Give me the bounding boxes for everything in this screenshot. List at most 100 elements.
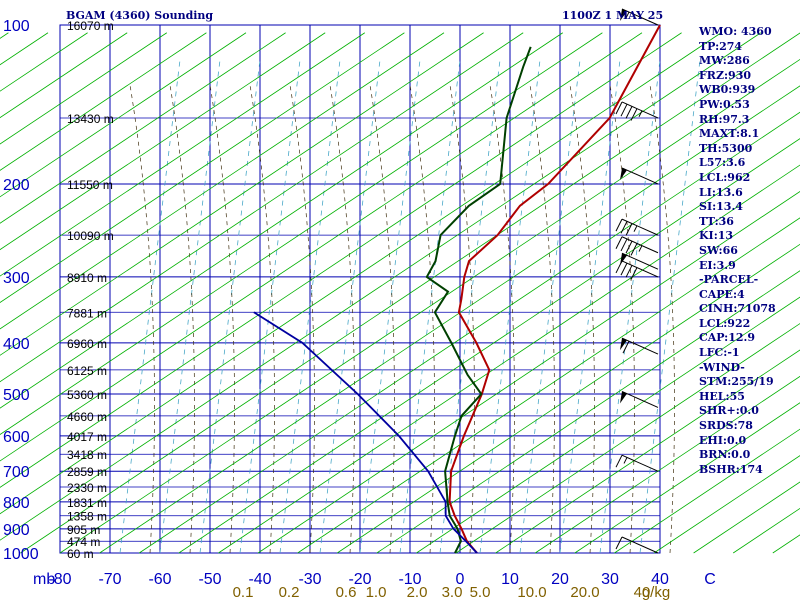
index-item: FRZ:930 bbox=[699, 68, 752, 82]
mixing-ratio-line bbox=[279, 59, 341, 554]
dry-adiabat-line bbox=[0, 32, 722, 515]
dry-adiabat-line bbox=[257, 191, 800, 554]
moist-adiabat-layer bbox=[129, 84, 675, 554]
mixing-ratio-label: 20.0 bbox=[570, 584, 599, 600]
dry-adiabat-line bbox=[0, 32, 603, 436]
temperature-tick-label: 0 bbox=[456, 571, 465, 588]
wind-barb bbox=[620, 390, 659, 408]
mixing-ratio-label: 5.0 bbox=[470, 584, 491, 600]
height-label: 1358 m bbox=[67, 510, 107, 524]
moist-adiabat-line bbox=[489, 84, 515, 554]
dry-adiabat-line bbox=[574, 402, 800, 554]
moist-adiabat-line bbox=[209, 84, 235, 554]
mixing-ratio-label: 40 bbox=[634, 584, 651, 600]
index-item: LFC:-1 bbox=[699, 346, 740, 360]
wind-barb-pennant bbox=[620, 9, 627, 21]
index-item: BRN:0.0 bbox=[699, 448, 751, 462]
height-label: 474 m bbox=[67, 535, 100, 549]
wind-barb-staff bbox=[621, 337, 659, 355]
wind-barb-full-flag bbox=[620, 221, 628, 234]
pressure-tick-label: 600 bbox=[3, 429, 30, 446]
dry-adiabat-line bbox=[178, 138, 800, 554]
dry-adiabat-layer bbox=[0, 32, 800, 554]
dry-adiabat-line bbox=[614, 428, 800, 554]
index-item: -WIND- bbox=[699, 360, 745, 374]
temperature-tick-label: 30 bbox=[601, 571, 619, 588]
wind-barb bbox=[615, 236, 659, 256]
dry-adiabat-line bbox=[218, 164, 800, 554]
height-label: 905 m bbox=[67, 523, 100, 537]
index-item: KI:13 bbox=[699, 229, 734, 243]
mixing-ratio-line bbox=[239, 59, 301, 554]
wind-barb-full-flag bbox=[615, 454, 623, 468]
wind-barb-full-flag bbox=[620, 238, 628, 252]
height-label: 6125 m bbox=[67, 364, 107, 378]
wind-barb bbox=[620, 167, 659, 185]
index-item: PW:0.53 bbox=[699, 97, 750, 111]
wind-barb-staff bbox=[621, 454, 659, 472]
temperature-line bbox=[448, 24, 661, 554]
wind-barb-full-flag bbox=[620, 103, 628, 117]
index-item: L57:3.6 bbox=[699, 156, 746, 170]
dry-adiabat-line bbox=[0, 32, 524, 383]
dry-adiabat-line bbox=[495, 349, 800, 554]
pressure-tick-label: 200 bbox=[3, 177, 30, 194]
height-label: 16070 m bbox=[67, 19, 114, 33]
wind-barb-full-flag bbox=[615, 218, 623, 232]
wind-barb-half-flag bbox=[623, 457, 628, 464]
height-label: 13430 m bbox=[67, 112, 114, 126]
temperature-tick-label: C bbox=[704, 571, 716, 588]
wind-barb-full-flag bbox=[615, 101, 623, 115]
wind-barb bbox=[620, 337, 659, 355]
wind-barb-half-flag bbox=[633, 225, 638, 232]
index-item: SI:13.4 bbox=[699, 200, 743, 214]
dry-adiabat-line bbox=[0, 32, 247, 198]
dry-adiabat-line bbox=[0, 32, 366, 277]
wind-barb-staff bbox=[621, 218, 659, 236]
mixing-ratio-label: 0.6 bbox=[336, 584, 357, 600]
wind-barb bbox=[620, 8, 659, 26]
height-label: 4017 m bbox=[67, 430, 107, 444]
mixing-ratio-line bbox=[519, 59, 581, 554]
moist-adiabat-line bbox=[369, 84, 395, 554]
temperature-tick-label: 10 bbox=[501, 571, 519, 588]
mixing-ratio-line bbox=[599, 59, 661, 554]
wind-barb-full-flag bbox=[630, 108, 638, 121]
index-item: WB0:939 bbox=[699, 83, 756, 97]
wind-barb-full-flag bbox=[630, 243, 638, 256]
dry-adiabat-line bbox=[99, 85, 800, 554]
moist-adiabat-line bbox=[609, 84, 635, 554]
mixing-ratio-layer bbox=[119, 59, 701, 554]
stability-indices-panel: WMO: 4360 TP:274 MW:286 FRZ:930 WB0:939 PW:0.… bbox=[699, 25, 799, 477]
wind-barb bbox=[615, 101, 659, 121]
wind-barb-full-flag bbox=[622, 340, 630, 354]
wind-barb-full-flag bbox=[630, 267, 638, 280]
temperature-tick-label: -80 bbox=[48, 571, 71, 588]
mixing-ratio-line bbox=[119, 59, 181, 554]
wind-barb-full-flag bbox=[625, 240, 633, 254]
dry-adiabat-line bbox=[534, 375, 800, 554]
index-item: SRDS:78 bbox=[699, 419, 753, 433]
dry-adiabat-line bbox=[138, 111, 800, 554]
wind-barb bbox=[615, 454, 659, 472]
dry-adiabat-line bbox=[0, 32, 762, 541]
pressure-tick-label: 700 bbox=[3, 464, 30, 481]
index-item: EHI:0.0 bbox=[699, 433, 747, 447]
index-item: LCL:922 bbox=[699, 316, 751, 330]
wind-barb-full-flag bbox=[625, 106, 633, 119]
height-label: 2859 m bbox=[67, 465, 107, 479]
wind-barb-full-flag bbox=[625, 223, 633, 236]
temperature-tick-label: -70 bbox=[98, 571, 121, 588]
pressure-tick-label: 1000 bbox=[3, 546, 39, 563]
height-label: 4660 m bbox=[67, 410, 107, 424]
dry-adiabat-line bbox=[0, 32, 564, 409]
mixing-ratio-label: 0.1 bbox=[233, 584, 254, 600]
pressure-unit-label: mb bbox=[33, 571, 55, 588]
mixing-ratio-line bbox=[359, 59, 421, 554]
pressure-tick-label: 300 bbox=[3, 270, 30, 287]
moist-adiabat-line bbox=[169, 84, 195, 554]
moist-adiabat-line bbox=[249, 84, 275, 554]
wind-barb-half-flag bbox=[638, 110, 643, 117]
